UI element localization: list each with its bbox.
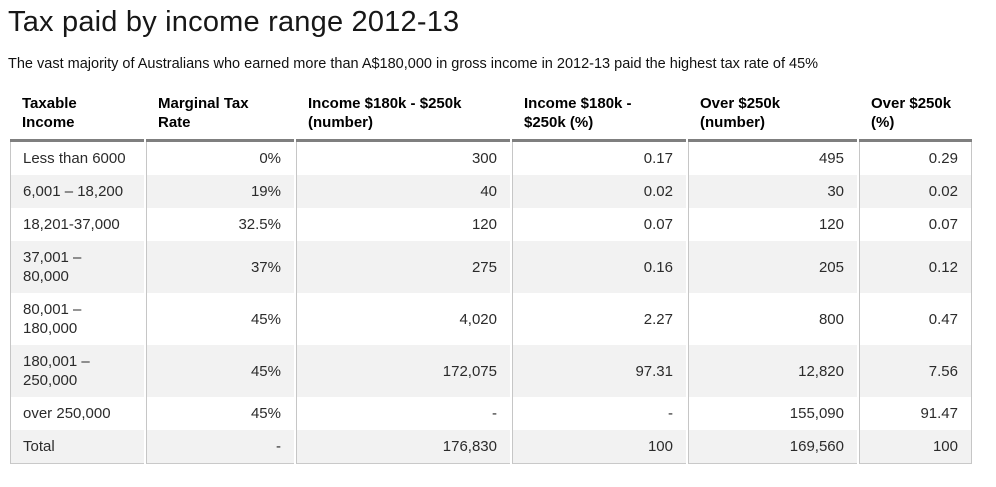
table-row: Total -176,830 100 169,560 100 xyxy=(10,430,972,464)
column-header: Marginal Tax Rate xyxy=(146,92,294,142)
table-cell: over 250,000 xyxy=(10,397,144,430)
table-row: over 250,000 45% - -155,090 91.47 xyxy=(10,397,972,430)
table-head: Taxable Income Marginal Tax Rate Income $1… xyxy=(10,92,972,142)
table-cell: 12,820 xyxy=(688,345,857,397)
table-row: 18,201-37,000 32.5% 120 0.07 120 0.07 xyxy=(10,208,972,241)
table-cell: 45% xyxy=(146,345,294,397)
table-cell: 37,001 – 80,000 xyxy=(10,241,144,293)
table-cell: 19% xyxy=(146,175,294,208)
table-cell: 180,001 – 250,000 xyxy=(10,345,144,397)
table-cell: Less than 6000 xyxy=(10,142,144,175)
table-cell: Total xyxy=(10,430,144,464)
table-row: 6,001 – 18,200 19% 40 0.02 30 0.02 xyxy=(10,175,972,208)
table-cell: 18,201-37,000 xyxy=(10,208,144,241)
page-title: Tax paid by income range 2012-13 xyxy=(8,6,460,38)
table-row: 180,001 – 250,000 45% 172,075 97.31 12,820 7.… xyxy=(10,345,972,397)
column-header: Over $250k (%) xyxy=(859,92,972,142)
table-cell: 2.27 xyxy=(512,293,686,345)
column-header: Income $180k - $250k (%) xyxy=(512,92,686,142)
table-cell: 30 xyxy=(688,175,857,208)
table-cell: 169,560 xyxy=(688,430,857,464)
table-cell: - xyxy=(512,397,686,430)
table-row: 80,001 – 180,000 45% 4,020 2.27 800 0.47 xyxy=(10,293,972,345)
table-cell: 45% xyxy=(146,397,294,430)
table-cell: 155,090 xyxy=(688,397,857,430)
chart-container: Tax paid by income range 2012-13 The vas… xyxy=(8,6,974,464)
table-cell: 91.47 xyxy=(859,397,972,430)
tax-table: Taxable Income Marginal Tax Rate Income $1… xyxy=(8,92,974,464)
table-body: Less than 6000 0% 300 0.17 495 0.29 6,001 – 18… xyxy=(10,142,972,464)
table-cell: 0.02 xyxy=(859,175,972,208)
column-header: Income $180k - $250k (number) xyxy=(296,92,510,142)
table-cell: 275 xyxy=(296,241,510,293)
table-cell: 300 xyxy=(296,142,510,175)
table-cell: 172,075 xyxy=(296,345,510,397)
table-cell: 800 xyxy=(688,293,857,345)
table-cell: 0.16 xyxy=(512,241,686,293)
table-cell: 495 xyxy=(688,142,857,175)
table-cell: 0.07 xyxy=(512,208,686,241)
table-cell: 0.07 xyxy=(859,208,972,241)
table-header-row: Taxable Income Marginal Tax Rate Income $1… xyxy=(10,92,972,142)
table-row: Less than 6000 0% 300 0.17 495 0.29 xyxy=(10,142,972,175)
table-cell: 6,001 – 18,200 xyxy=(10,175,144,208)
table-cell: 100 xyxy=(512,430,686,464)
table-row: 37,001 – 80,000 37% 275 0.16 205 0.12 xyxy=(10,241,972,293)
table-cell: 100 xyxy=(859,430,972,464)
table-cell: 97.31 xyxy=(512,345,686,397)
table-cell: 0.02 xyxy=(512,175,686,208)
page-subtitle: The vast majority of Australians who ear… xyxy=(8,56,819,72)
table-cell: 32.5% xyxy=(146,208,294,241)
table-cell: 176,830 xyxy=(296,430,510,464)
table-cell: 0.17 xyxy=(512,142,686,175)
table-cell: 0.47 xyxy=(859,293,972,345)
table-cell: 45% xyxy=(146,293,294,345)
table-cell: 4,020 xyxy=(296,293,510,345)
table-cell: 0.12 xyxy=(859,241,972,293)
table-cell: 7.56 xyxy=(859,345,972,397)
table-cell: 205 xyxy=(688,241,857,293)
table-cell: - xyxy=(146,430,294,464)
table-cell: 120 xyxy=(296,208,510,241)
table-cell: 80,001 – 180,000 xyxy=(10,293,144,345)
table-cell: 0.29 xyxy=(859,142,972,175)
table-cell: 40 xyxy=(296,175,510,208)
table-cell: 120 xyxy=(688,208,857,241)
table-cell: - xyxy=(296,397,510,430)
table-cell: 37% xyxy=(146,241,294,293)
table-cell: 0% xyxy=(146,142,294,175)
column-header: Taxable Income xyxy=(10,92,144,142)
column-header: Over $250k (number) xyxy=(688,92,857,142)
